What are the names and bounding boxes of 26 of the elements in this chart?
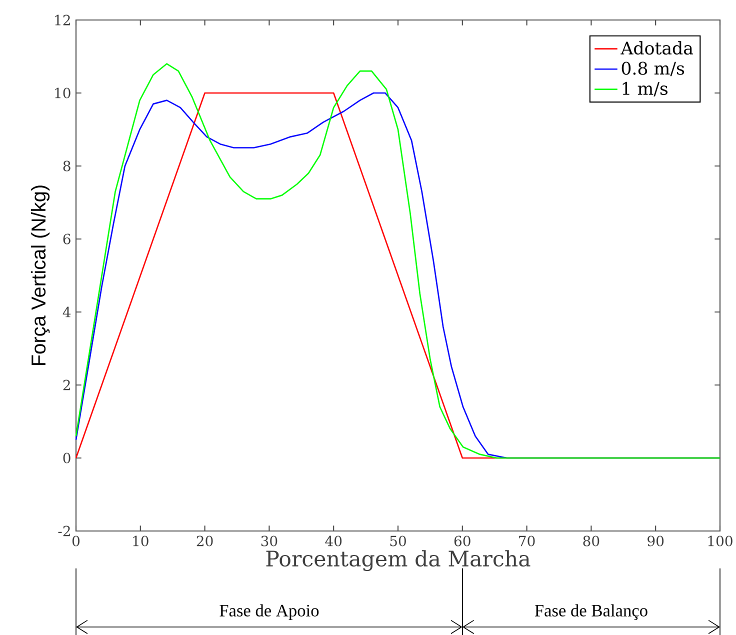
x-tick-label: 0 (72, 536, 80, 546)
x-tick-label: 80 (583, 536, 600, 546)
y-tick-label: 6 (63, 234, 70, 244)
y-tick-label: 8 (63, 160, 70, 172)
text: Fase de Apoio (220, 604, 319, 620)
y-tick-label: 0 (63, 452, 70, 464)
y-tick-label: 10 (55, 88, 70, 98)
legend-label: 0.8 m/s (622, 62, 684, 76)
y-tick-label: 2 (63, 380, 70, 390)
x-tick-label: 50 (390, 536, 406, 546)
x-tick-label: 70 (519, 536, 535, 546)
y-tick-label: 4 (62, 306, 71, 318)
x-tick-label: 20 (196, 536, 213, 546)
x-tick-label: 40 (325, 536, 342, 546)
y-axis-title: Força Vertical (N/kg) (30, 186, 50, 365)
y-tick-label: -2 (58, 526, 70, 536)
x-tick-label: 100 (708, 536, 732, 546)
y-tick-label: 12 (55, 14, 70, 26)
x-axis-title: Porcentagem da Marcha (266, 550, 530, 572)
x-tick-label: 60 (454, 536, 470, 546)
x-tick-label: 10 (133, 536, 148, 546)
x-tick-label: 30 (261, 536, 278, 546)
x-tick-label: 90 (648, 536, 664, 546)
legend-label: 1 m/s (622, 82, 668, 96)
legend-label: Adotada (620, 41, 693, 55)
text: Fase de Balanço (534, 604, 648, 620)
